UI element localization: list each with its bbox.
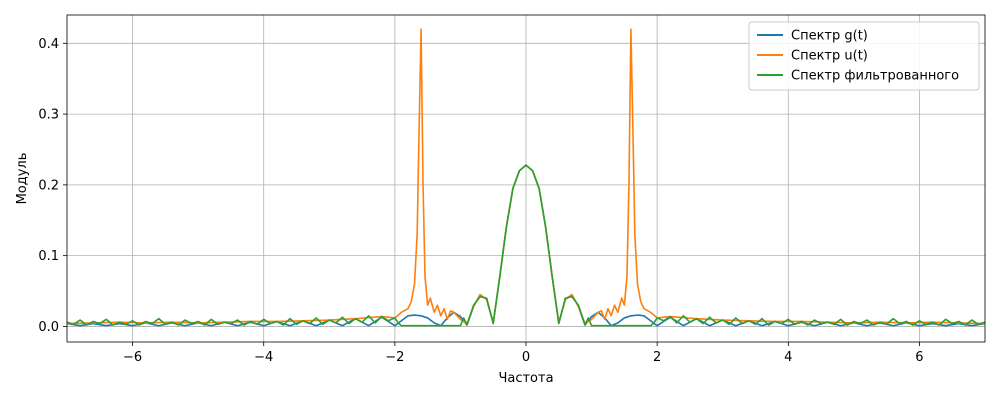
series-line-3 (67, 164, 985, 327)
x-tick-label: 2 (653, 350, 661, 365)
x-axis-label: Частота (498, 371, 553, 386)
x-axis: −6 −4 −2 0 2 4 6 (123, 342, 924, 365)
x-tick-label: −2 (385, 350, 404, 365)
x-tick-label: −6 (123, 350, 142, 365)
series-group (67, 28, 985, 327)
y-tick-label: 0.4 (38, 37, 59, 52)
x-tick-label: 0 (522, 350, 530, 365)
y-tick-label: 0.2 (38, 178, 59, 193)
legend-label: Спектр u(t) (791, 49, 868, 64)
x-tick-label: 4 (784, 350, 792, 365)
y-tick-label: 0.0 (38, 320, 59, 335)
legend-label: Спектр g(t) (791, 29, 868, 44)
legend: Спектр g(t) Спектр u(t) Спектр фильтрованн… (748, 21, 980, 91)
legend-box (748, 21, 980, 91)
y-tick-label: 0.1 (38, 249, 59, 264)
x-tick-label: −4 (254, 350, 273, 365)
y-tick-label: 0.3 (38, 108, 59, 123)
legend-label: Спектр фильтрованного (791, 69, 959, 84)
y-axis-label: Модуль (15, 153, 30, 205)
y-axis: 0.0 0.1 0.2 0.3 0.4 (38, 37, 67, 335)
x-tick-label: 6 (915, 350, 923, 365)
